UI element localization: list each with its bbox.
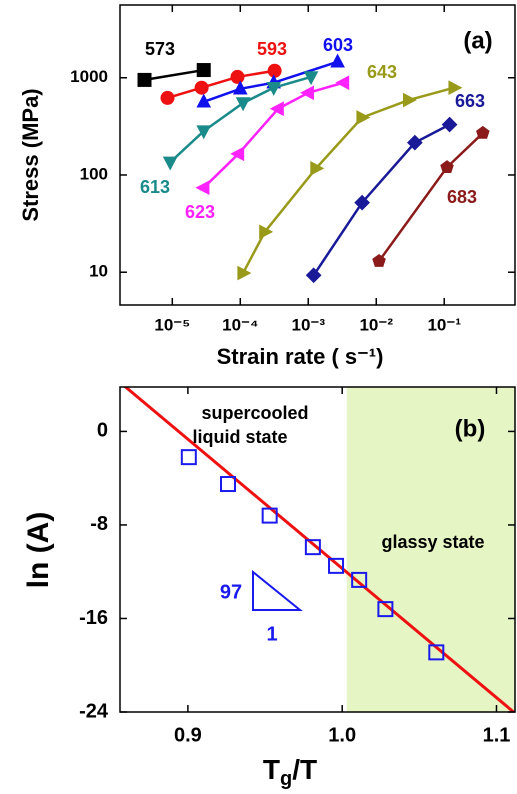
marker [266,82,282,96]
marker [305,267,322,284]
marker [196,93,212,108]
y-tick-label: 100 [80,164,108,183]
marker [330,53,345,68]
x-tick-label: 0.9 [174,724,202,746]
series-label: 683 [447,187,477,207]
x-tick-label: 10⁻³ [291,315,325,334]
marker [310,161,325,176]
marker [354,194,370,211]
marker [160,90,175,105]
annotation: 97 [220,581,242,603]
marker [304,539,321,556]
y-tick-label: -24 [79,700,109,722]
marker [448,80,463,96]
fit-line [123,387,515,712]
axes-frame [119,4,516,306]
marker [162,156,178,171]
slope-triangle [252,569,303,611]
series-label: 573 [145,39,175,59]
y-axis-label: Stress (MPa) [18,88,43,221]
y-tick-label: -16 [79,607,108,629]
marker [328,557,345,574]
fit-curve [241,86,455,274]
series-label: 663 [455,91,485,111]
fit-curve [144,68,204,82]
annotation: glassy state [381,532,484,552]
marker [372,254,386,267]
x-tick-label: 10⁻⁴ [222,315,258,334]
y-axis-label: ln (A) [22,512,55,589]
plot-area [123,387,515,712]
series-label: 603 [323,35,353,55]
x-tick-label: 10⁻¹ [427,315,461,334]
fit-curve [312,123,451,276]
x-tick-label: 10⁻² [359,315,393,334]
axes-frame [119,386,516,713]
series-label: 613 [140,177,170,197]
fit-curve [167,69,275,100]
marker [259,224,274,240]
annotation: 1 [266,623,277,645]
marker [269,101,284,117]
x-tick-label: 1.1 [483,724,511,746]
marker [180,449,197,466]
marker [267,63,282,78]
marker [261,507,278,524]
marker [351,571,368,588]
marker [194,80,209,95]
marker [237,265,252,281]
marker [195,180,210,196]
annotation: supercooled [201,403,308,423]
marker [137,72,152,87]
marker [407,134,423,151]
x-axis-label: Strain rate ( s⁻¹) [217,344,384,369]
marker [196,63,211,78]
marker [440,160,454,174]
marker [335,75,350,90]
marker [303,71,319,86]
marker [220,476,237,493]
y-tick-label: 0 [97,420,108,442]
panel-label: (b) [455,415,486,442]
marker [230,69,245,84]
marker [235,97,251,112]
y-tick-label: 10 [89,262,108,281]
panel-label: (a) [463,27,492,54]
y-tick-label: -8 [90,513,108,535]
plot-area [137,53,490,284]
series-label: 593 [257,39,287,59]
marker [230,146,245,162]
marker [402,92,417,108]
marker [232,80,248,95]
series-label: 623 [185,202,215,222]
marker [356,110,371,125]
marker [428,644,445,661]
glassy-region [346,387,515,712]
marker [300,85,314,101]
x-axis-label: Tg/T [263,754,317,790]
series-label: 643 [367,62,397,82]
marker [377,601,394,618]
x-tick-label: 1.0 [328,724,356,746]
marker [441,116,458,133]
marker [196,125,212,140]
fit-curve [202,81,344,189]
annotation: liquid state [192,427,287,447]
y-tick-label: 1000 [70,67,108,86]
x-tick-label: 10⁻⁵ [154,315,190,334]
marker [476,125,490,139]
